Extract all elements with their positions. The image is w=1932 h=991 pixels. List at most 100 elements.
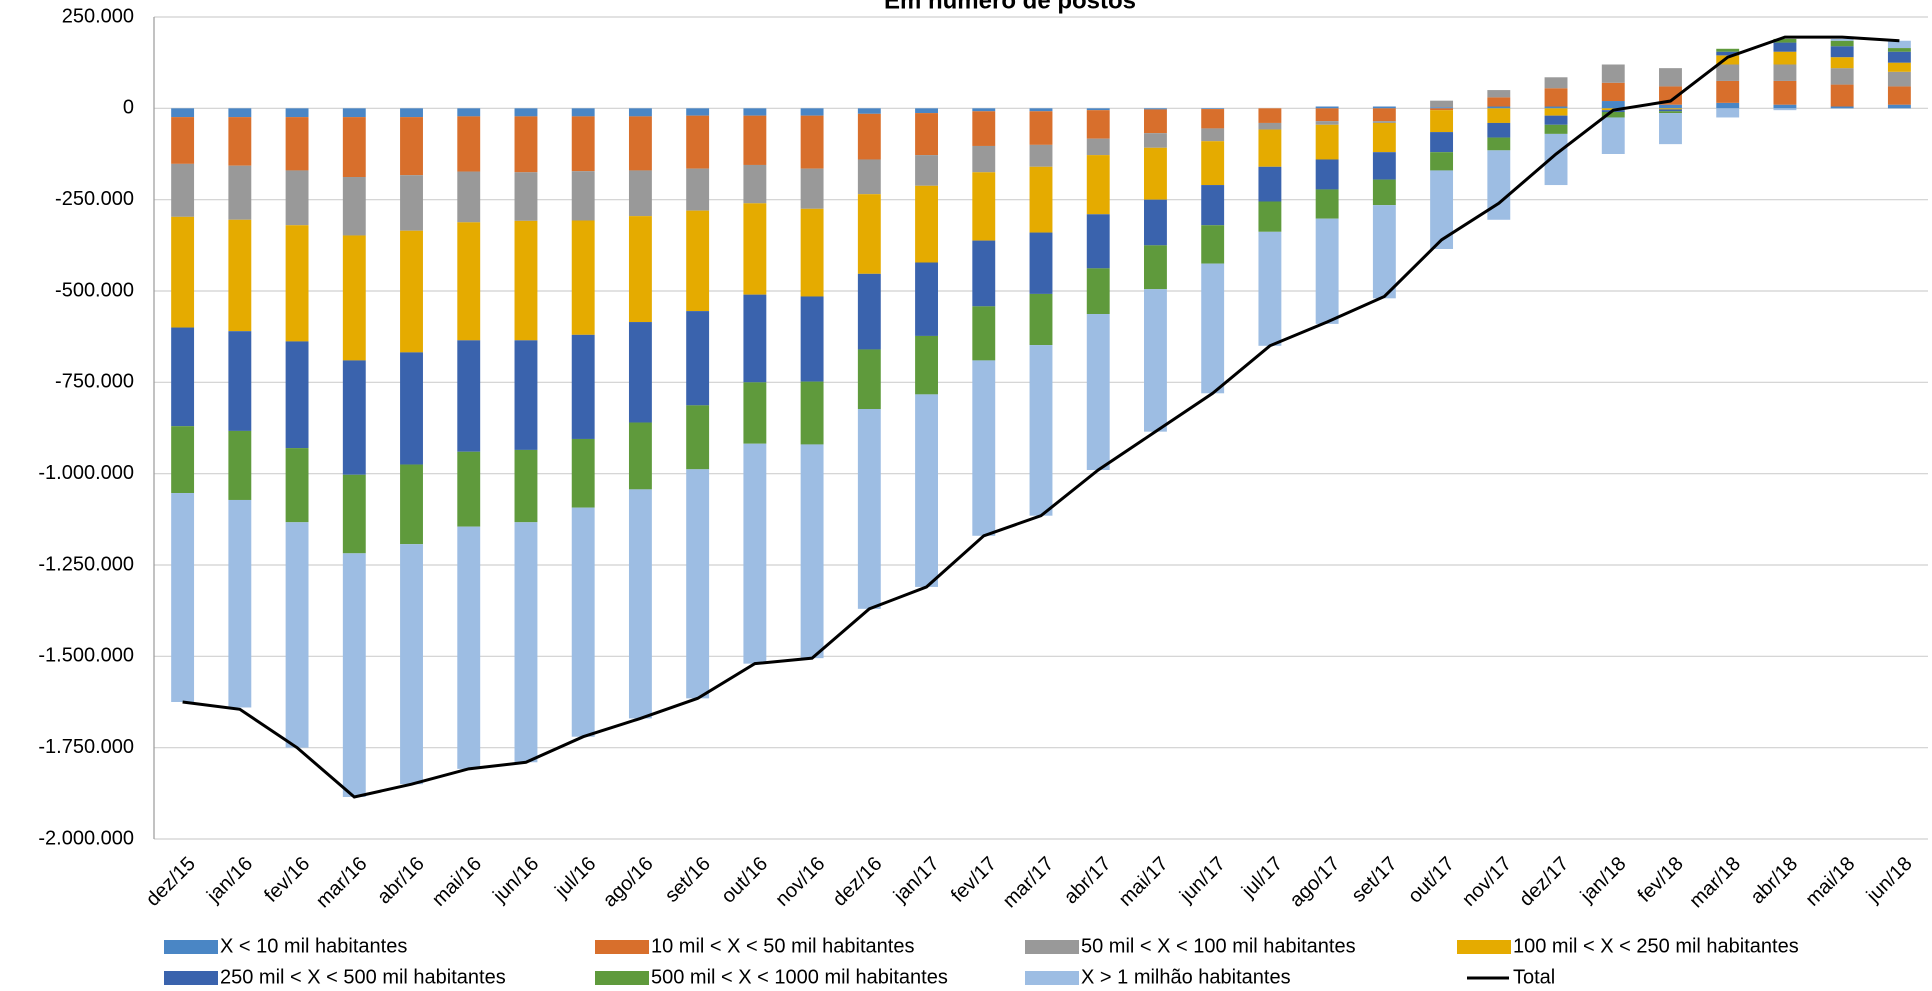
bar-segment: [1601, 111, 1625, 118]
bar-segment: [972, 240, 996, 307]
bar-segment: [1716, 102, 1740, 109]
x-tick-label: jul/17: [1237, 853, 1287, 903]
y-tick-label: -1.000.000: [38, 462, 134, 484]
x-tick-label: mai/18: [1801, 853, 1859, 911]
bar-segment: [228, 331, 252, 431]
bar-segment: [1372, 108, 1396, 122]
bar-segment: [400, 352, 423, 465]
x-tick-label: jan/18: [1576, 853, 1631, 908]
bar-segment: [915, 262, 938, 336]
bar-segment: [1659, 108, 1682, 110]
bar-segment: [1029, 166, 1053, 233]
bar-segment: [1487, 137, 1511, 151]
legend-swatch: [595, 971, 649, 985]
bar-segment: [1029, 345, 1053, 516]
bar-segment: [1887, 71, 1911, 87]
bar-segment: [400, 117, 423, 176]
x-tick-label: nov/17: [1458, 853, 1516, 911]
bar-segment: [686, 405, 710, 470]
legend-swatch: [164, 940, 218, 954]
bar-segment: [1086, 214, 1110, 269]
x-tick-label: dez/17: [1515, 853, 1573, 911]
bar-segment: [1773, 108, 1797, 111]
bar-segment: [457, 108, 481, 117]
bar-segment: [457, 451, 481, 527]
bar-segment: [1830, 68, 1854, 85]
bar-segment: [1086, 314, 1110, 471]
bar-segment: [1887, 51, 1911, 63]
bar-segment: [1716, 80, 1740, 103]
y-tick-label: 250.000: [62, 5, 134, 27]
bar-segment: [400, 464, 423, 545]
bar-segment: [514, 522, 538, 763]
bar-segment: [628, 170, 652, 217]
x-tick-label: out/16: [717, 853, 772, 908]
bar-segment: [800, 444, 824, 659]
bar-segment: [628, 116, 652, 171]
legend-label: X < 10 mil habitantes: [220, 935, 407, 957]
bar-segment: [686, 108, 710, 116]
legend-swatch: [164, 971, 218, 985]
bar-segment: [1201, 108, 1225, 110]
bar-segment: [686, 115, 710, 169]
bar-segment: [1544, 115, 1568, 125]
bar-segment: [972, 108, 996, 112]
bar-segment: [1144, 199, 1167, 246]
bar-segment: [972, 111, 996, 146]
bar-segment: [915, 108, 938, 114]
bar-segment: [1201, 109, 1225, 129]
bar-segment: [1086, 110, 1110, 139]
legend-label: X > 1 milhão habitantes: [1081, 966, 1291, 988]
bar-segment: [1315, 124, 1339, 160]
bar-segment: [1372, 152, 1396, 180]
bar-segment: [514, 108, 538, 117]
bar-segment: [1258, 166, 1282, 202]
bar-segment: [400, 175, 423, 231]
bar-segment: [571, 438, 595, 508]
bar-segment: [571, 507, 595, 737]
x-tick-label: fev/16: [260, 853, 314, 907]
bar-segment: [1315, 108, 1339, 122]
legend-label: 500 mil < X < 1000 mil habitantes: [651, 966, 948, 988]
bar-segment: [1544, 133, 1568, 186]
bar-segment: [457, 340, 481, 452]
bar-segment: [1487, 90, 1511, 98]
bar-segment: [342, 553, 366, 797]
legend-swatch: [595, 940, 649, 954]
bar-segment: [1544, 124, 1568, 134]
y-tick-label: -1.500.000: [38, 645, 134, 667]
bar-segment: [342, 360, 366, 475]
bar-segment: [857, 194, 881, 274]
bar-segment: [400, 230, 423, 353]
bar-segment: [1601, 82, 1625, 102]
bar-segment: [228, 499, 252, 708]
bar-segment: [400, 544, 423, 785]
bar-segment: [1716, 64, 1740, 81]
bar-segment: [1659, 113, 1682, 145]
bar-segment: [743, 294, 767, 383]
bar-segment: [1201, 141, 1225, 186]
x-tick-label: jun/16: [488, 853, 543, 908]
bar-segment: [1430, 152, 1454, 171]
x-tick-label: jul/16: [550, 853, 600, 903]
bar-segment: [1830, 46, 1854, 58]
bar-segment: [1544, 77, 1568, 89]
bar-segment: [514, 449, 538, 523]
bar-segment: [1430, 170, 1454, 249]
bar-segment: [915, 394, 938, 587]
bar-segment: [285, 117, 309, 171]
x-tick-label: mai/17: [1115, 853, 1173, 911]
bar-segment: [228, 430, 252, 500]
bar-segment: [1144, 133, 1167, 148]
bar-segment: [800, 381, 824, 445]
bar-segment: [1258, 231, 1282, 346]
x-tick-label: set/17: [1348, 853, 1402, 907]
y-tick-label: -2.000.000: [38, 827, 134, 849]
bar-segment: [1487, 106, 1511, 109]
legend-label: 50 mil < X < 100 mil habitantes: [1081, 935, 1356, 957]
bar-segment: [285, 448, 309, 523]
bar-segment: [686, 168, 710, 211]
x-tick-label: abr/17: [1060, 853, 1116, 909]
x-tick-label: nov/16: [771, 853, 829, 911]
x-tick-label: jan/16: [202, 853, 257, 908]
